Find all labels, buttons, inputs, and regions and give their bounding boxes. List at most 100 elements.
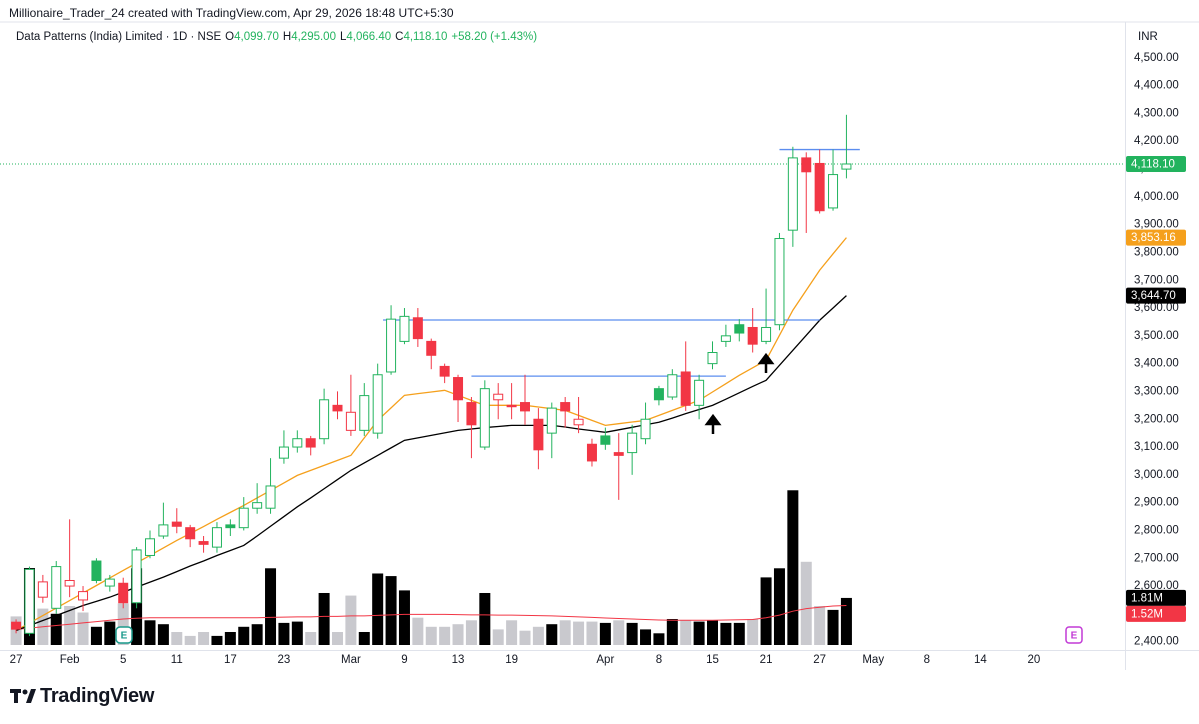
candle-body <box>345 411 356 431</box>
x-tick-label: Mar <box>341 654 361 666</box>
candle-body <box>51 566 62 609</box>
y-tick-label: 3,000.00 <box>1134 469 1179 481</box>
volume-bar <box>278 622 290 645</box>
volume-bar <box>452 624 464 645</box>
candle-body <box>747 326 758 345</box>
price-tag-label: 1.52M <box>1131 608 1163 620</box>
ohlc-value: 4,295.00 <box>291 31 336 43</box>
badge-label: E <box>121 631 128 642</box>
price-tag <box>1126 287 1186 304</box>
candle-body <box>399 315 410 342</box>
ohlc-key: L <box>339 31 347 43</box>
candle-body <box>359 395 370 431</box>
volume-bar <box>157 624 169 645</box>
x-tick-label: 20 <box>1028 654 1041 666</box>
price-tag-label: 3,853.16 <box>1131 232 1176 244</box>
volume-bar <box>613 620 625 645</box>
volume-ma-line <box>16 604 847 630</box>
volume-bar <box>398 590 410 645</box>
x-tick-label: 11 <box>171 654 183 666</box>
x-tick-label: 17 <box>224 654 237 666</box>
earnings-badge: E <box>1065 626 1083 644</box>
x-tick-label: 21 <box>760 654 773 666</box>
volume-bar <box>64 605 76 645</box>
candle-body <box>238 507 249 529</box>
candle-body <box>412 317 423 340</box>
candle-body <box>319 399 330 440</box>
volume-bar <box>573 621 585 645</box>
price-tag-label: 4,118.10 <box>1131 159 1175 171</box>
y-tick-label: 4,400.00 <box>1134 80 1179 92</box>
candle-body <box>252 502 263 509</box>
candle-body <box>24 568 35 634</box>
axes: 2,400.00 2,600.00 2,700.00 2,800.00 2,900.00… <box>10 52 1186 666</box>
price-tag <box>1126 605 1186 622</box>
volume-bar <box>800 561 812 645</box>
price-tag <box>1126 155 1186 172</box>
candle-body <box>720 335 731 342</box>
candle-body <box>801 157 812 173</box>
volume-bar <box>586 621 598 645</box>
candle-body <box>292 438 303 448</box>
volume-bar <box>345 595 357 645</box>
y-tick-label: 4,000.00 <box>1134 191 1179 203</box>
volume-bar <box>653 633 665 645</box>
candle-body <box>573 418 584 426</box>
volume-bar <box>358 631 370 645</box>
candle-body <box>734 324 745 334</box>
candle-body <box>828 174 839 209</box>
candle-body <box>600 435 611 445</box>
earnings-badge: E <box>115 626 133 644</box>
logo <box>10 689 36 703</box>
candle-body <box>774 238 785 326</box>
y-tick-label: 2,800.00 <box>1134 524 1179 536</box>
candle-body <box>185 527 196 540</box>
volume-bar <box>479 592 491 645</box>
volume-bar <box>117 603 129 645</box>
moving-average-line <box>15 295 847 632</box>
legend: Data Patterns (India) Limited · 1D · NSE… <box>16 31 537 43</box>
y-tick-label: 3,900.00 <box>1134 219 1179 231</box>
candle-body <box>131 549 142 604</box>
candle-body <box>814 162 825 212</box>
volume-bar <box>680 620 692 645</box>
candle-body <box>305 438 316 448</box>
credit: Millionaire_Trader_24 created with Tradi… <box>9 6 454 20</box>
candle-body <box>493 393 504 401</box>
y-tick-label: 2,700.00 <box>1134 552 1179 564</box>
volume-bar <box>465 620 477 645</box>
brand: TradingView <box>40 685 155 707</box>
candle-body <box>680 371 691 406</box>
arrow <box>757 352 775 373</box>
x-tick-label: 5 <box>120 654 126 666</box>
candle-body <box>11 621 22 630</box>
candle-body <box>546 407 557 434</box>
volume-bar <box>412 617 424 645</box>
candle-body <box>104 578 115 587</box>
volume-bar <box>385 576 397 645</box>
candle-body <box>171 521 182 527</box>
ohlc-value: 4,118.10 <box>403 31 448 43</box>
candle-body <box>91 560 102 581</box>
price-tag <box>1126 229 1186 246</box>
price-tag <box>1126 589 1186 606</box>
candle-body <box>198 541 209 545</box>
volume-bar <box>814 605 826 645</box>
volume-bar <box>532 626 544 645</box>
candle-body <box>653 388 664 401</box>
candle-body <box>613 452 624 456</box>
volume-bar <box>546 624 558 645</box>
y-tick-label: 3,200.00 <box>1134 413 1179 425</box>
candle-body <box>560 402 571 412</box>
x-tick-label: Feb <box>60 654 80 666</box>
volume-bar <box>265 568 277 645</box>
y-tick-label: 3,300.00 <box>1134 385 1179 397</box>
candle-body <box>627 432 638 454</box>
volume-bar <box>372 573 384 645</box>
volume-bar <box>144 620 156 645</box>
volume-bar <box>720 622 732 645</box>
x-tick-label: 27 <box>813 654 826 666</box>
volume-bar <box>492 629 504 645</box>
y-tick-label: 2,400.00 <box>1134 636 1179 648</box>
